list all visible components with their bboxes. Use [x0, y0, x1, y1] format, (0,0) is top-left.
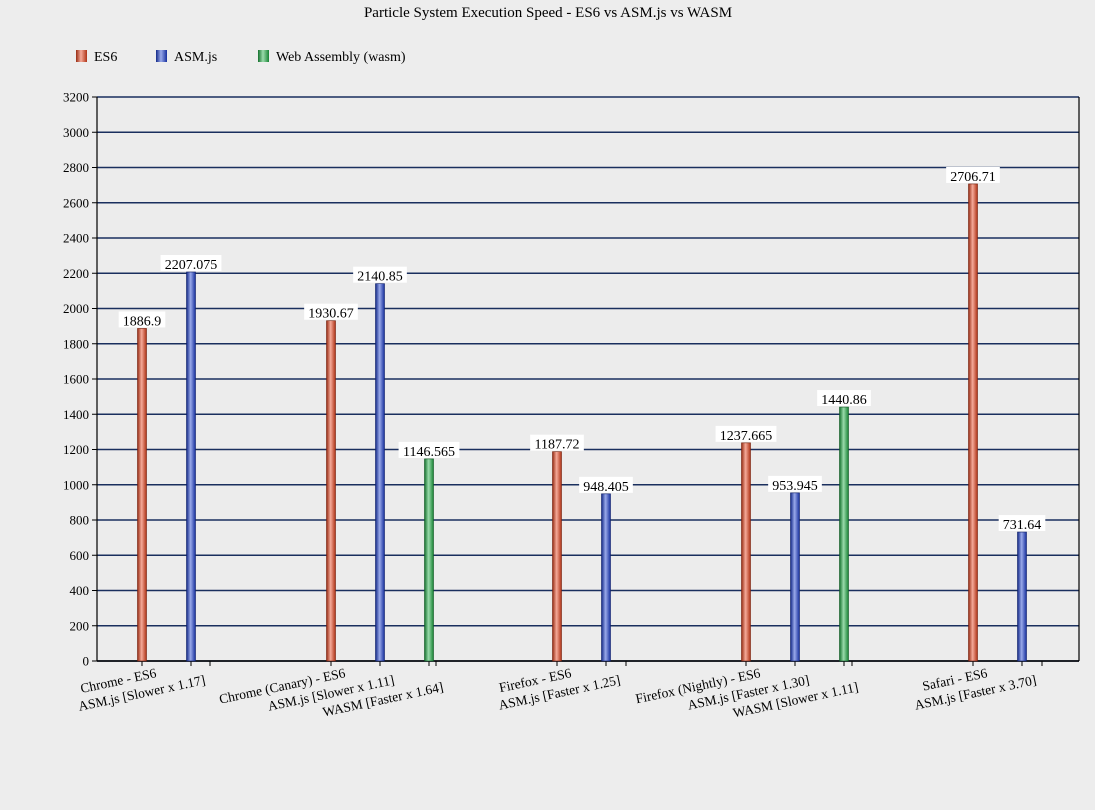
- bar: [790, 492, 800, 662]
- y-tick-label: 0: [83, 654, 90, 669]
- value-label: 1930.67: [304, 303, 358, 322]
- legend-item: ASM.js: [156, 50, 217, 65]
- value-label-text: 2140.85: [357, 270, 403, 285]
- value-label: 1187.72: [530, 434, 584, 453]
- legend-item: Web Assembly (wasm): [258, 50, 406, 65]
- value-label-text: 1930.67: [308, 307, 354, 322]
- value-label-bg: [118, 311, 166, 328]
- bar: [741, 442, 751, 662]
- bar: [1017, 531, 1027, 662]
- legend-swatch: [258, 50, 269, 62]
- y-tick-label: 600: [70, 548, 90, 563]
- bar: [375, 283, 385, 662]
- legend-item: ES6: [76, 50, 117, 65]
- bar: [601, 493, 611, 662]
- value-label-text: 2207.075: [165, 258, 218, 273]
- value-label-bg: [946, 166, 1000, 183]
- value-label: 1237.665: [715, 425, 777, 444]
- y-tick-label: 2400: [63, 231, 89, 246]
- value-label: 1146.565: [398, 441, 460, 460]
- bar: [186, 271, 196, 662]
- bar-group: [137, 271, 196, 662]
- bar-group: [741, 406, 849, 662]
- y-tick-label: 3200: [63, 90, 89, 105]
- y-tick-label: 2800: [63, 160, 89, 175]
- legend-swatch: [76, 50, 87, 62]
- value-label-bg: [353, 266, 407, 283]
- value-label-text: 1237.665: [720, 429, 773, 444]
- value-label: 2140.85: [353, 266, 407, 285]
- legend-label: ASM.js: [174, 50, 217, 65]
- value-label-bg: [715, 425, 777, 442]
- value-label-bg: [398, 441, 460, 458]
- y-tick-label: 1800: [63, 336, 89, 351]
- legend-swatch: [156, 50, 167, 62]
- value-label-text: 1440.86: [821, 393, 867, 408]
- value-label-text: 948.405: [583, 480, 629, 495]
- y-tick-label: 200: [70, 618, 90, 633]
- y-tick-label: 400: [70, 583, 90, 598]
- y-tick-label: 2200: [63, 266, 89, 281]
- value-label: 2706.71: [946, 166, 1000, 185]
- value-label-text: 1886.9: [123, 314, 162, 329]
- bar-group: [326, 283, 434, 662]
- legend-label: ES6: [94, 50, 117, 65]
- value-label-text: 2706.71: [950, 170, 996, 185]
- value-label-text: 731.64: [1003, 518, 1042, 533]
- bar: [326, 320, 336, 662]
- value-label-text: 1146.565: [403, 445, 455, 460]
- legend-label: Web Assembly (wasm): [276, 50, 406, 65]
- y-tick-label: 2000: [63, 301, 89, 316]
- bar: [552, 451, 562, 662]
- value-label-bg: [817, 390, 871, 407]
- grid-lines: [97, 96, 1079, 662]
- bar: [424, 458, 434, 662]
- value-label-bg: [530, 434, 584, 451]
- value-label: 953.945: [768, 475, 822, 494]
- value-label-bg: [768, 475, 822, 492]
- value-label: 2207.075: [160, 255, 222, 273]
- y-tick-label: 2600: [63, 195, 89, 210]
- legend: ES6 ASM.js Web Assembly (wasm): [76, 50, 406, 65]
- bar-group: [968, 183, 1027, 662]
- value-label: 731.64: [998, 515, 1046, 533]
- chart-title: Particle System Execution Speed - ES6 vs…: [364, 5, 732, 21]
- y-tick-label: 3000: [63, 125, 89, 140]
- value-label-bg: [160, 255, 222, 272]
- bar: [137, 328, 147, 662]
- value-label: 1886.9: [118, 311, 166, 329]
- value-label-bg: [304, 303, 358, 320]
- bar-group: [552, 451, 611, 662]
- bars: [137, 183, 1027, 662]
- y-tick-label: 1000: [63, 477, 89, 492]
- y-tick-label: 1400: [63, 407, 89, 422]
- value-label-text: 1187.72: [535, 438, 580, 453]
- y-axis: 0 200 400 600 800 1000 1200 1400 1600 1800 2000 220…: [63, 90, 1080, 669]
- value-label-bg: [998, 515, 1046, 532]
- value-label-bg: [579, 476, 633, 493]
- value-label: 948.405: [579, 476, 633, 495]
- value-label: 1440.86: [817, 390, 871, 408]
- bar: [968, 183, 978, 662]
- value-label-text: 953.945: [772, 479, 818, 494]
- y-tick-label: 1600: [63, 372, 89, 387]
- value-labels: 1886.9 2207.075 1930.67 2140.85 1146.565 1187…: [118, 166, 1046, 533]
- y-tick-label: 800: [70, 513, 90, 528]
- y-tick-label: 1200: [63, 442, 89, 457]
- bar: [839, 406, 849, 662]
